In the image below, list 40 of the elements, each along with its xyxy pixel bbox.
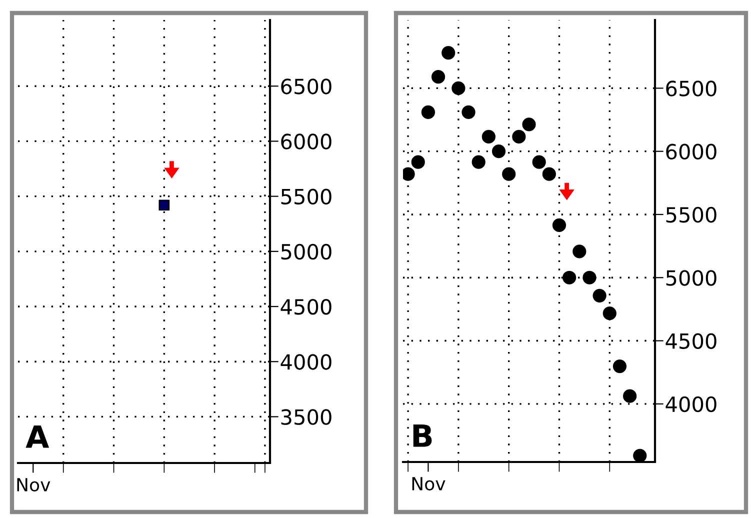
point bbox=[562, 270, 576, 284]
point bbox=[462, 105, 476, 119]
y-tick-label: 6000 bbox=[666, 144, 716, 160]
y-tick-label: 4500 bbox=[666, 333, 716, 349]
y-tick-label: 3500 bbox=[281, 409, 332, 425]
point bbox=[512, 130, 526, 144]
point bbox=[411, 155, 425, 169]
x-tick-label: Nov bbox=[17, 478, 50, 492]
y-tick-label: 5500 bbox=[666, 206, 716, 223]
point bbox=[602, 306, 616, 320]
point bbox=[612, 359, 627, 374]
y-tick-label: 6500 bbox=[666, 80, 716, 96]
point bbox=[552, 218, 566, 232]
point bbox=[622, 389, 637, 403]
y-tick-label: 6000 bbox=[281, 134, 332, 150]
text: A bbox=[26, 426, 50, 448]
point bbox=[482, 130, 496, 144]
point bbox=[522, 118, 536, 132]
y-tick-label: 5500 bbox=[281, 188, 332, 205]
point bbox=[592, 288, 606, 302]
point bbox=[421, 105, 436, 119]
point bbox=[431, 70, 446, 84]
point bbox=[442, 46, 456, 60]
x-tick-label: Nov bbox=[412, 477, 446, 491]
text: B bbox=[413, 424, 432, 447]
point bbox=[633, 448, 647, 462]
point bbox=[542, 167, 556, 181]
y-tick-label: 4000 bbox=[280, 354, 332, 370]
y-tick-label: 4500 bbox=[280, 298, 332, 315]
point bbox=[492, 144, 506, 158]
point bbox=[582, 270, 596, 284]
point bbox=[502, 167, 516, 181]
point bbox=[532, 155, 546, 169]
y-tick-label: 5000 bbox=[281, 244, 332, 260]
y-tick-label: 4000 bbox=[666, 396, 716, 412]
y-tick-label: 6500 bbox=[281, 78, 332, 94]
point bbox=[472, 155, 486, 169]
y-tick-label: 5000 bbox=[666, 270, 716, 286]
point bbox=[452, 81, 466, 95]
point bbox=[572, 244, 586, 258]
